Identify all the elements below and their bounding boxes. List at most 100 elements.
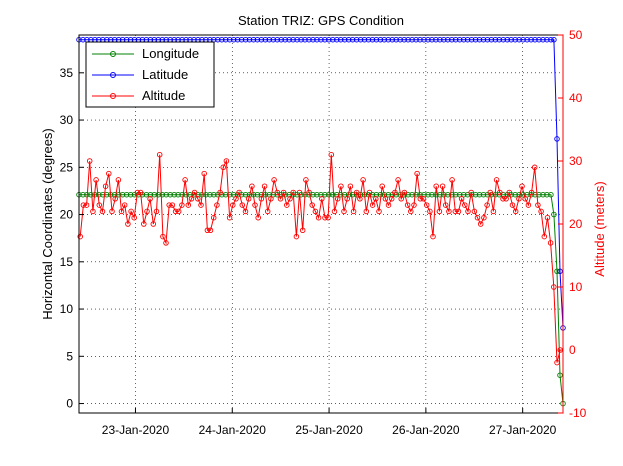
latitude-point [234,36,241,43]
latitude-point [409,36,415,43]
altitude-point [271,177,277,183]
altitude-point [554,359,560,366]
latitude-point [322,36,328,43]
latitude-point [222,36,229,43]
latitude-point [468,36,475,43]
x-tick-label: 24-Jan-2020 [199,423,267,437]
latitude-point [496,36,503,43]
longitude-point [528,191,534,198]
altitude-point [93,177,99,183]
altitude-point [497,189,503,196]
longitude-point [314,191,320,198]
altitude-point [185,202,192,208]
altitude-point [344,196,350,202]
longitude-point [159,191,166,198]
altitude-point [439,183,446,189]
x-tick-label: 23-Jan-2020 [102,423,170,437]
longitude-point [100,191,106,198]
latitude-point [330,36,336,43]
altitude-point [477,221,484,227]
latitude-point [500,36,507,43]
latitude-point [365,36,372,43]
latitude-point [266,36,273,43]
altitude-point [544,214,551,221]
longitude-point [242,191,249,198]
altitude-point [538,208,544,215]
left-tick-label: 0 [66,397,73,411]
altitude-point [255,214,261,221]
altitude-point [191,189,198,196]
longitude-point [230,191,237,198]
altitude-point [144,208,150,215]
altitude-point [118,208,125,215]
legend-altitude-marker [110,93,116,99]
latitude-point [460,36,467,43]
altitude-point [417,196,424,202]
legend: Longitude Latitude Altitude [85,41,215,108]
latitude-point [492,36,499,43]
altitude-point [245,196,252,202]
longitude-point [171,191,177,198]
altitude-point [153,208,160,215]
altitude-point [395,177,401,183]
longitude-point [429,191,435,198]
latitude-point [512,36,518,43]
latitude-point [429,36,435,43]
altitude-point [249,183,255,189]
altitude-point [182,177,188,183]
longitude-point [127,191,134,198]
altitude-point [134,189,141,196]
altitude-point [452,208,459,215]
altitude-point [442,202,449,208]
altitude-point [293,233,300,240]
latitude-point [532,36,538,43]
altitude-point [462,202,468,208]
altitude-point [363,208,370,215]
longitude-point [175,191,181,198]
altitude-point [83,202,90,208]
right-tick-label: 10 [569,280,583,294]
right-tick-label: -10 [569,406,587,420]
altitude-point [366,189,373,196]
longitude-point [183,191,189,198]
legend-altitude-label: Altitude [142,88,185,103]
latitude-point [433,36,439,43]
altitude-point [331,208,338,215]
altitude-point [398,196,404,202]
x-tick-label: 25-Jan-2020 [295,423,363,437]
altitude-point [353,189,360,196]
latitude-point [452,36,459,43]
altitude-point [131,214,137,221]
longitude-point [554,268,560,275]
altitude-point [115,177,122,183]
altitude-point [490,208,497,215]
altitude-point [137,189,144,196]
altitude-point [220,164,226,171]
altitude-point [204,227,211,234]
latitude-point [389,36,396,43]
altitude-point [128,208,134,215]
latitude-point [425,36,431,43]
longitude-point [409,191,415,198]
altitude-line [79,154,561,363]
latitude-point [361,36,368,43]
right-tick-label: 20 [569,217,583,231]
latitude-point [417,36,423,43]
latitude-point [230,36,237,43]
left-tick-label: 20 [60,208,74,222]
longitude-point [270,191,277,198]
altitude-point [516,196,522,202]
latitude-point [278,36,284,43]
legend-longitude-label: Longitude [142,46,199,61]
latitude-point [441,36,447,43]
altitude-series [77,151,563,366]
altitude-point [369,202,376,208]
altitude-point [404,202,411,208]
latitude-point [262,36,269,43]
latitude-point [544,36,550,43]
altitude-point [296,189,303,196]
longitude-point [540,191,546,198]
altitude-point [487,189,493,196]
